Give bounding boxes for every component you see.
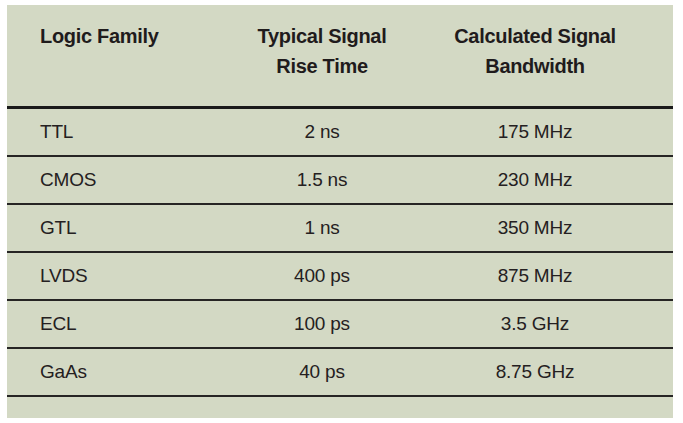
spacer-cell: [633, 252, 673, 300]
table-row: GaAs40 ps8.75 GHz: [7, 348, 673, 396]
logic-family-cell: CMOS: [7, 156, 207, 204]
table-row: LVDS400 ps875 MHz: [7, 252, 673, 300]
spacer-cell: [633, 108, 673, 157]
logic-family-cell: GTL: [7, 204, 207, 252]
logic-family-table: Logic Family Typical Signal Rise Time Ca…: [7, 5, 673, 397]
spacer-cell: [633, 300, 673, 348]
rise-time-cell: 400 ps: [207, 252, 437, 300]
logic-family-cell: LVDS: [7, 252, 207, 300]
column-header-rise-time: Typical Signal Rise Time: [207, 5, 437, 108]
rise-time-cell: 100 ps: [207, 300, 437, 348]
table-row: ECL100 ps3.5 GHz: [7, 300, 673, 348]
bandwidth-cell: 875 MHz: [437, 252, 633, 300]
table-row: GTL1 ns350 MHz: [7, 204, 673, 252]
header-label-line2: Rise Time: [207, 51, 437, 81]
bandwidth-cell: 175 MHz: [437, 108, 633, 157]
logic-family-cell: TTL: [7, 108, 207, 157]
rise-time-cell: 2 ns: [207, 108, 437, 157]
bandwidth-cell: 8.75 GHz: [437, 348, 633, 396]
rise-time-cell: 40 ps: [207, 348, 437, 396]
header-spacer-cell: [633, 5, 673, 108]
spacer-cell: [633, 156, 673, 204]
header-label-line1: Calculated Signal: [437, 21, 633, 51]
bandwidth-cell: 3.5 GHz: [437, 300, 633, 348]
table-row: CMOS1.5 ns230 MHz: [7, 156, 673, 204]
column-header-bandwidth: Calculated Signal Bandwidth: [437, 5, 633, 108]
bandwidth-cell: 230 MHz: [437, 156, 633, 204]
header-row: Logic Family Typical Signal Rise Time Ca…: [7, 5, 673, 108]
table-header: Logic Family Typical Signal Rise Time Ca…: [7, 5, 673, 108]
table-body: TTL2 ns175 MHzCMOS1.5 ns230 MHzGTL1 ns35…: [7, 108, 673, 397]
column-header-logic-family: Logic Family: [7, 5, 207, 108]
header-label: Logic Family: [40, 25, 159, 47]
header-label-line1: Typical Signal: [207, 21, 437, 51]
rise-time-cell: 1.5 ns: [207, 156, 437, 204]
logic-family-cell: GaAs: [7, 348, 207, 396]
table-panel: Logic Family Typical Signal Rise Time Ca…: [7, 5, 673, 418]
spacer-cell: [633, 348, 673, 396]
table-row: TTL2 ns175 MHz: [7, 108, 673, 157]
bandwidth-cell: 350 MHz: [437, 204, 633, 252]
spacer-cell: [633, 204, 673, 252]
rise-time-cell: 1 ns: [207, 204, 437, 252]
logic-family-cell: ECL: [7, 300, 207, 348]
header-label-line2: Bandwidth: [437, 51, 633, 81]
